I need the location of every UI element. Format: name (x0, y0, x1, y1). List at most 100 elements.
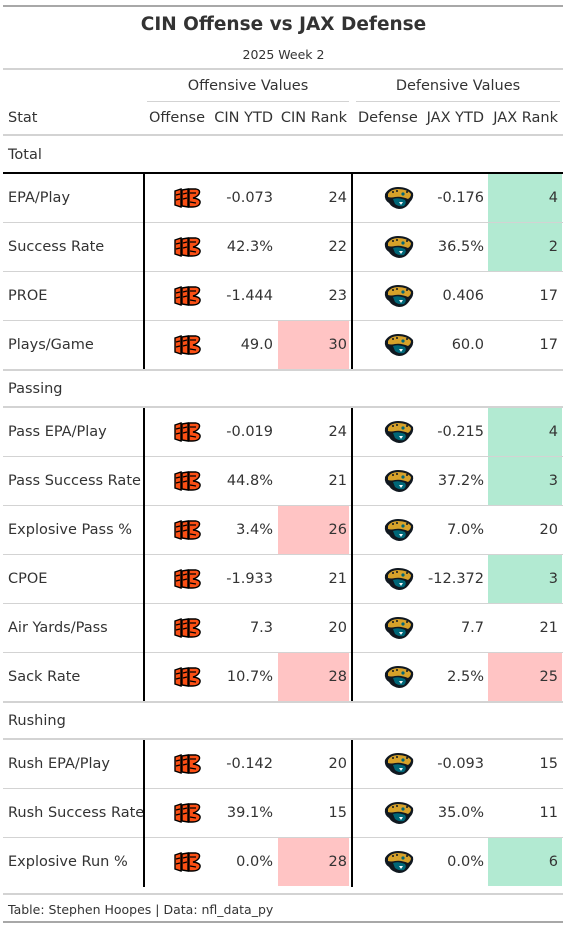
cin-ytd-value: 3.4% (236, 522, 273, 538)
cin-ytd-value: 39.1% (226, 805, 273, 821)
stat-label: Plays/Game (8, 337, 94, 353)
bengals-logo-icon (174, 852, 201, 872)
jax-ytd-value: -0.093 (437, 756, 484, 772)
jax-ytd-value: 37.2% (437, 473, 484, 489)
defense-column-separator (351, 740, 353, 887)
stat-label: Rush EPA/Play (8, 756, 110, 772)
stat-label: Pass Success Rate (8, 473, 141, 489)
cin-ytd-value: 49.0 (240, 337, 273, 353)
footer-border (3, 921, 563, 923)
jaguars-logo-icon (384, 568, 414, 590)
jax-ytd-value: -0.215 (437, 424, 484, 440)
jax-rank-value: 15 (539, 756, 558, 772)
jax-rank-highlight (488, 174, 562, 222)
jaguars-logo-icon (384, 421, 414, 443)
jaguars-logo-icon (384, 802, 414, 824)
cin-rank-value: 15 (328, 805, 347, 821)
jax-rank-highlight (488, 457, 562, 505)
cin-rank-value: 23 (328, 288, 347, 304)
stat-label: Air Yards/Pass (8, 620, 108, 636)
cin-ytd-value: 0.0% (236, 854, 273, 870)
jaguars-logo-icon (384, 470, 414, 492)
jax-ytd-value: 36.5% (437, 239, 484, 255)
col-jax-ytd: JAX YTD (426, 110, 484, 126)
row-divider (3, 652, 563, 653)
col-defense: Defense (358, 110, 418, 126)
row-divider (3, 554, 563, 555)
bengals-logo-icon (174, 471, 201, 491)
stat-label: Sack Rate (8, 669, 81, 685)
stat-label: Explosive Pass % (8, 522, 133, 538)
bengals-logo-icon (174, 237, 201, 257)
cin-rank-highlight (278, 653, 349, 701)
bengals-logo-icon (174, 754, 201, 774)
jax-rank-value: 4 (548, 424, 558, 440)
jax-rank-highlight (488, 223, 562, 271)
col-stat: Stat (8, 110, 38, 126)
jax-rank-highlight (488, 653, 562, 701)
bengals-logo-icon (174, 618, 201, 638)
jax-rank-value: 11 (539, 805, 558, 821)
jaguars-logo-icon (384, 334, 414, 356)
bengals-logo-icon (174, 569, 201, 589)
row-divider (3, 456, 563, 457)
row-group-border (3, 738, 563, 740)
row-divider (3, 603, 563, 604)
col-jax-rank: JAX Rank (493, 110, 558, 126)
offense-column-separator (143, 174, 145, 370)
jax-rank-value: 4 (548, 190, 558, 206)
jax-rank-value: 25 (539, 669, 558, 685)
defense-column-separator (351, 174, 353, 370)
cin-ytd-value: 44.8% (226, 473, 273, 489)
col-offense: Offense (149, 110, 205, 126)
bengals-logo-icon (174, 422, 201, 442)
bengals-logo-icon (174, 335, 201, 355)
jax-rank-value: 17 (539, 337, 558, 353)
cin-rank-value: 20 (328, 620, 347, 636)
row-group-border (3, 172, 563, 174)
stat-label: Success Rate (8, 239, 105, 255)
jax-ytd-value: 35.0% (437, 805, 484, 821)
jaguars-logo-icon (384, 666, 414, 688)
offense-column-separator (143, 408, 145, 702)
col-cin-ytd: CIN YTD (214, 110, 273, 126)
bengals-logo-icon (174, 667, 201, 687)
cin-ytd-value: -1.933 (226, 571, 273, 587)
cin-rank-value: 21 (328, 473, 347, 489)
jax-rank-value: 3 (548, 571, 558, 587)
jaguars-logo-icon (384, 519, 414, 541)
cin-ytd-value: -1.444 (226, 288, 273, 304)
cin-rank-highlight (278, 506, 349, 554)
spanner-offensive: Offensive Values (187, 78, 309, 94)
spanner-offensive-line (147, 101, 349, 102)
row-group-border (3, 406, 563, 408)
jax-rank-value: 21 (539, 620, 558, 636)
jax-rank-highlight (488, 555, 562, 603)
bengals-logo-icon (174, 286, 201, 306)
jaguars-logo-icon (384, 236, 414, 258)
row-group-divider (3, 369, 563, 371)
row-group-label: Passing (8, 381, 63, 397)
col-cin-rank: CIN Rank (280, 110, 347, 126)
jaguars-logo-icon (384, 851, 414, 873)
bengals-logo-icon (174, 188, 201, 208)
offense-column-separator (143, 740, 145, 887)
cin-rank-highlight (278, 838, 349, 886)
header-border (3, 68, 563, 70)
cin-ytd-value: 42.3% (226, 239, 273, 255)
jax-rank-value: 6 (548, 854, 558, 870)
cin-rank-value: 30 (328, 337, 347, 353)
jaguars-logo-icon (384, 753, 414, 775)
row-divider (3, 222, 563, 223)
cin-rank-value: 24 (328, 424, 347, 440)
cin-rank-value: 24 (328, 190, 347, 206)
jax-ytd-value: 0.406 (442, 288, 484, 304)
cin-rank-highlight (278, 321, 349, 369)
jax-rank-value: 3 (548, 473, 558, 489)
jaguars-logo-icon (384, 617, 414, 639)
jax-ytd-value: 60.0 (451, 337, 484, 353)
stat-label: Rush Success Rate (8, 805, 145, 821)
cin-rank-value: 22 (328, 239, 347, 255)
cin-ytd-value: -0.019 (226, 424, 273, 440)
